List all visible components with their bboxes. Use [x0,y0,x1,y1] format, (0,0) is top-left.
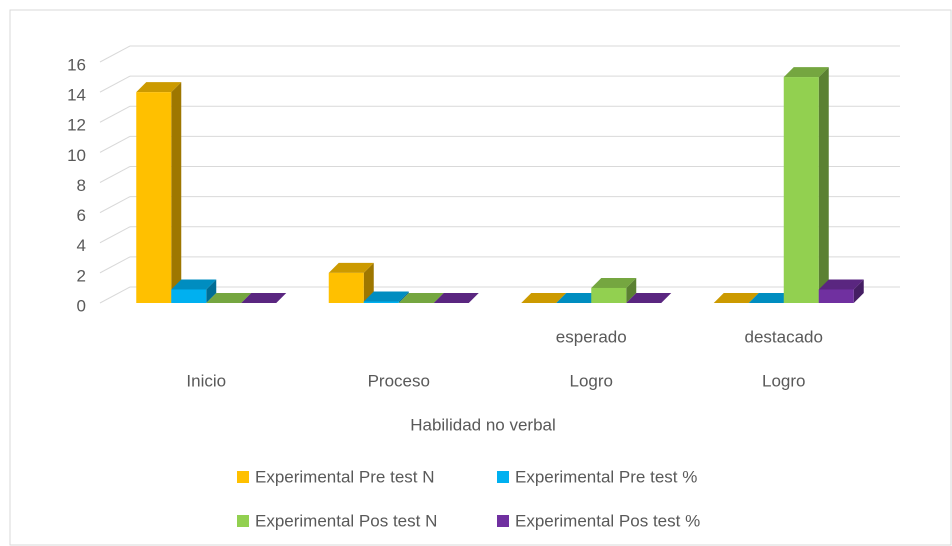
bar [363,291,409,303]
bar [433,293,479,303]
y-tick-label: 10 [67,146,86,165]
bar-front [328,272,364,303]
legend-label: Experimental Pre test % [515,467,697,486]
bar-top [206,293,252,303]
grid-line-side [99,226,131,244]
bar-top [556,293,602,303]
grid-line-side [99,286,131,304]
y-tick-label: 8 [77,176,86,195]
bar-front [783,77,819,303]
bar-front [591,287,627,303]
legend-swatch [237,471,249,483]
bar-top [136,82,182,93]
y-tick-label: 16 [67,55,86,74]
bar [818,279,864,303]
grid-line-side [99,75,131,93]
bar-top [818,279,864,290]
bar-top [363,291,409,302]
bar [591,277,637,303]
bar-top [328,262,374,273]
bar-top [591,277,637,288]
y-tick-label: 0 [77,296,86,315]
bar-side [363,262,374,303]
x-tick-label: Proceso [368,371,430,390]
bar [556,293,602,303]
bar [521,293,567,303]
bar [136,82,182,303]
bar-top [521,293,567,303]
legend-label: Experimental Pre test N [255,467,435,486]
bar [241,293,287,303]
grid-line-side [99,196,131,214]
bar [713,293,759,303]
bar-side [206,279,217,303]
bar-top [713,293,759,303]
grid-line-side [99,45,131,63]
grid-line-side [99,256,131,274]
y-tick-label: 2 [77,266,86,285]
x-tick-label: esperado [556,327,627,346]
bar-side [818,67,829,303]
bar [171,279,217,303]
x-tick-label: Inicio [186,371,226,390]
bar-front [136,92,172,303]
bar [206,293,252,303]
x-tick-label: Logro [762,371,805,390]
y-tick-label: 14 [67,86,86,105]
bar-top [171,279,217,290]
bar-side [853,279,864,303]
legend-swatch [497,471,509,483]
legend-swatch [237,515,249,527]
y-tick-label: 12 [67,116,86,135]
x-axis-title: Habilidad no verbal [410,415,556,434]
y-tick-label: 4 [77,236,86,255]
bar [783,67,829,303]
bar-top [626,293,672,303]
bar-side [171,82,182,303]
grid-line-side [99,166,131,183]
bar-top [398,293,444,303]
bar [398,293,444,303]
bar [626,293,672,303]
y-tick-label: 6 [77,206,86,225]
bar-side [626,277,637,303]
bar-top [241,293,287,303]
grid-line-side [99,135,131,153]
bar-front [818,289,854,303]
bar-top [748,293,794,303]
legend-label: Experimental Pos test N [255,511,437,530]
legend-label: Experimental Pos test % [515,511,700,530]
bar [748,293,794,303]
bar-front [171,289,207,303]
bar-top [783,67,829,78]
legend-swatch [497,515,509,527]
x-tick-label: Logro [570,371,613,390]
grid-line-side [99,105,131,123]
bar-side [398,291,409,303]
bar-top [433,293,479,303]
bar-front [363,301,399,303]
x-tick-label: destacado [745,327,823,346]
bar [328,262,374,303]
